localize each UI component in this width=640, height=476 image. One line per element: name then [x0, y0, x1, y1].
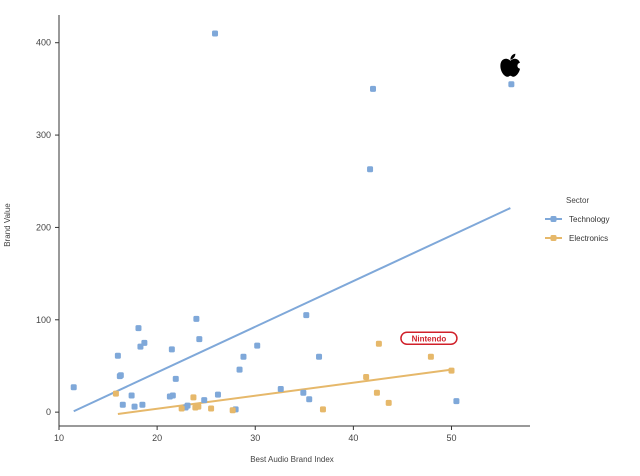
point-electronics [112, 390, 119, 397]
nintendo-logo-text: Nintendo [412, 334, 447, 343]
point-technology [367, 166, 374, 173]
point-technology [119, 401, 126, 408]
point-technology [240, 353, 247, 360]
apple-logo-icon [500, 53, 524, 77]
x-tick-label: 20 [152, 433, 162, 443]
point-electronics [195, 403, 202, 410]
point-technology [141, 339, 148, 346]
y-axis: 0 100 200 300 400 Brand Value [3, 15, 60, 426]
point-technology [184, 402, 191, 409]
point-technology [201, 397, 208, 404]
nintendo-logo: Nintendo [400, 331, 458, 346]
point-technology [254, 342, 261, 349]
y-axis-title: Brand Value [3, 203, 12, 247]
x-ticks: 10 20 30 40 50 [54, 426, 457, 443]
point-technology [300, 389, 307, 396]
point-technology [306, 396, 313, 403]
point-technology [117, 372, 124, 379]
point-technology [172, 375, 179, 382]
point-technology [168, 346, 175, 353]
point-electronics [319, 406, 326, 413]
x-axis-title: Best Audio Brand Index [250, 455, 334, 464]
point-technology [316, 353, 323, 360]
legend: Sector Technology Electronics [545, 196, 609, 243]
point-electronics [375, 340, 382, 347]
trend-line-technology [73, 207, 511, 413]
legend-items: Technology Electronics [545, 215, 609, 243]
point-technology [196, 336, 203, 343]
point-technology [70, 384, 77, 391]
point-technology [508, 81, 515, 88]
x-tick-label: 40 [348, 433, 358, 443]
point-electronics [363, 374, 370, 381]
point-technology [236, 366, 243, 373]
data-points [70, 30, 515, 414]
point-electronics [208, 405, 215, 412]
point-technology [139, 401, 146, 408]
point-technology [303, 312, 310, 319]
point-technology [128, 392, 135, 399]
x-axis: 10 20 30 40 50 Best Audio Brand Index [54, 425, 530, 464]
point-electronics [373, 389, 380, 396]
point-electronics [190, 394, 197, 401]
point-technology [135, 325, 142, 332]
trend-lines [73, 207, 511, 415]
legend-label: Technology [569, 215, 609, 224]
point-technology [114, 352, 121, 359]
x-tick-label: 50 [446, 433, 456, 443]
legend-key-marker [550, 235, 557, 241]
point-technology [212, 30, 219, 37]
legend-label: Electronics [569, 234, 608, 243]
y-tick-label: 100 [36, 315, 51, 325]
point-technology [131, 403, 138, 410]
y-tick-label: 0 [46, 407, 51, 417]
point-technology [453, 398, 460, 405]
legend-key-marker [550, 216, 557, 222]
y-ticks: 0 100 200 300 400 [36, 38, 59, 417]
point-technology [214, 391, 221, 398]
y-tick-label: 400 [36, 38, 51, 48]
y-tick-label: 200 [36, 222, 51, 232]
point-electronics [427, 353, 434, 360]
point-electronics [385, 399, 392, 406]
y-tick-label: 300 [36, 130, 51, 140]
point-technology [193, 315, 200, 322]
point-technology [370, 85, 376, 92]
point-technology [169, 392, 176, 399]
point-electronics [178, 405, 185, 412]
x-tick-label: 30 [250, 433, 260, 443]
point-electronics [229, 407, 236, 414]
legend-title: Sector [566, 196, 589, 205]
x-tick-label: 10 [54, 433, 64, 443]
point-electronics [448, 367, 455, 374]
trend-line-electronics [117, 368, 452, 415]
annotations: Nintendo [400, 53, 524, 346]
point-technology [277, 386, 284, 393]
